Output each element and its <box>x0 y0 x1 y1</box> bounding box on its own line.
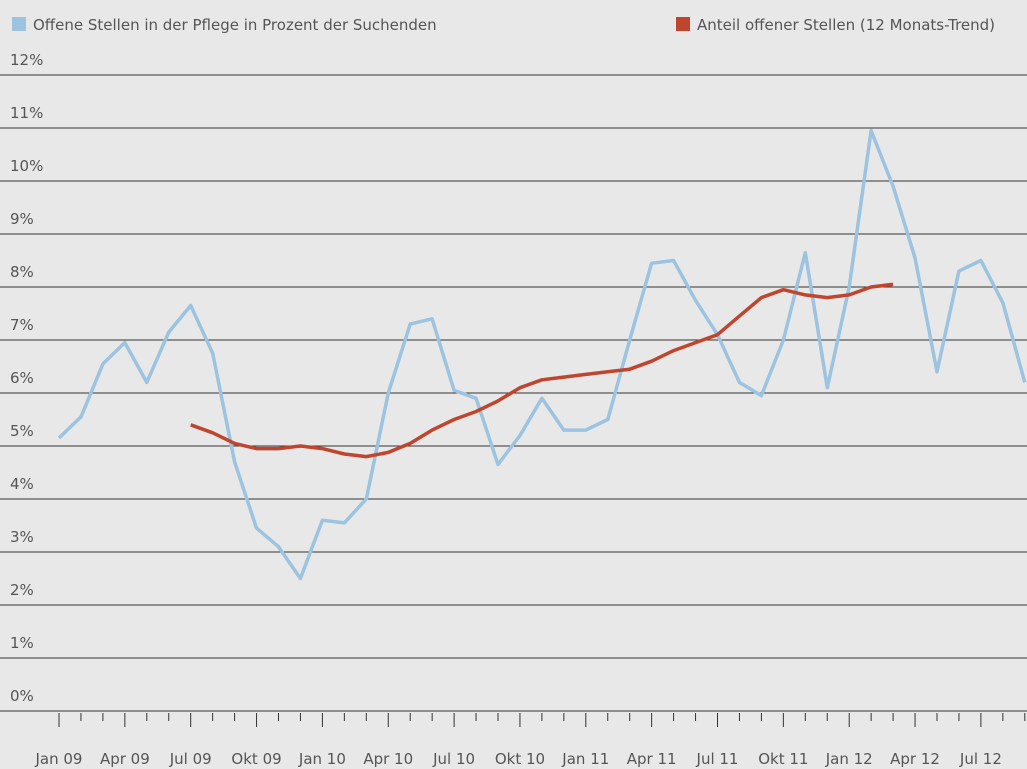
y-tick-label: 1% <box>10 634 34 652</box>
line <box>190 282 894 459</box>
legend-label: Offene Stellen in der Pflege in Prozent … <box>33 16 437 34</box>
y-tick-label: 4% <box>10 475 34 493</box>
x-tick-label: Jul 12 <box>959 750 1002 768</box>
legend-label: Anteil offener Stellen (12 Monats-Trend) <box>697 16 995 34</box>
y-tick-label: 6% <box>10 369 34 387</box>
x-tick-label: Apr 12 <box>890 750 940 768</box>
x-tick-label: Jul 11 <box>696 750 739 768</box>
line <box>57 128 1027 581</box>
y-tick-label: 7% <box>10 316 34 334</box>
y-tick-label: 9% <box>10 210 34 228</box>
x-tick-label: Apr 11 <box>627 750 677 768</box>
x-tick-label: Okt 11 <box>758 750 808 768</box>
x-tick-label: Jan 10 <box>298 750 346 768</box>
x-tick-label: Jan 09 <box>35 750 83 768</box>
y-tick-label: 11% <box>10 104 43 122</box>
x-tick-label: Jul 10 <box>432 750 475 768</box>
y-tick-label: 5% <box>10 422 34 440</box>
y-tick-label: 10% <box>10 157 43 175</box>
x-tick-label: Okt 09 <box>231 750 281 768</box>
x-tick-label: Apr 10 <box>363 750 413 768</box>
x-tick-label: Jan 11 <box>561 750 609 768</box>
legend-swatch <box>12 17 26 31</box>
x-tick-label: Apr 09 <box>100 750 150 768</box>
legend-swatch <box>676 17 690 31</box>
y-tick-label: 8% <box>10 263 34 281</box>
y-tick-label: 12% <box>10 51 43 69</box>
x-tick-label: Jan 12 <box>825 750 873 768</box>
y-tick-label: 3% <box>10 528 34 546</box>
y-tick-label: 2% <box>10 581 34 599</box>
x-tick-label: Okt 10 <box>495 750 545 768</box>
x-tick-label: Jul 09 <box>169 750 212 768</box>
y-tick-label: 0% <box>10 687 34 705</box>
